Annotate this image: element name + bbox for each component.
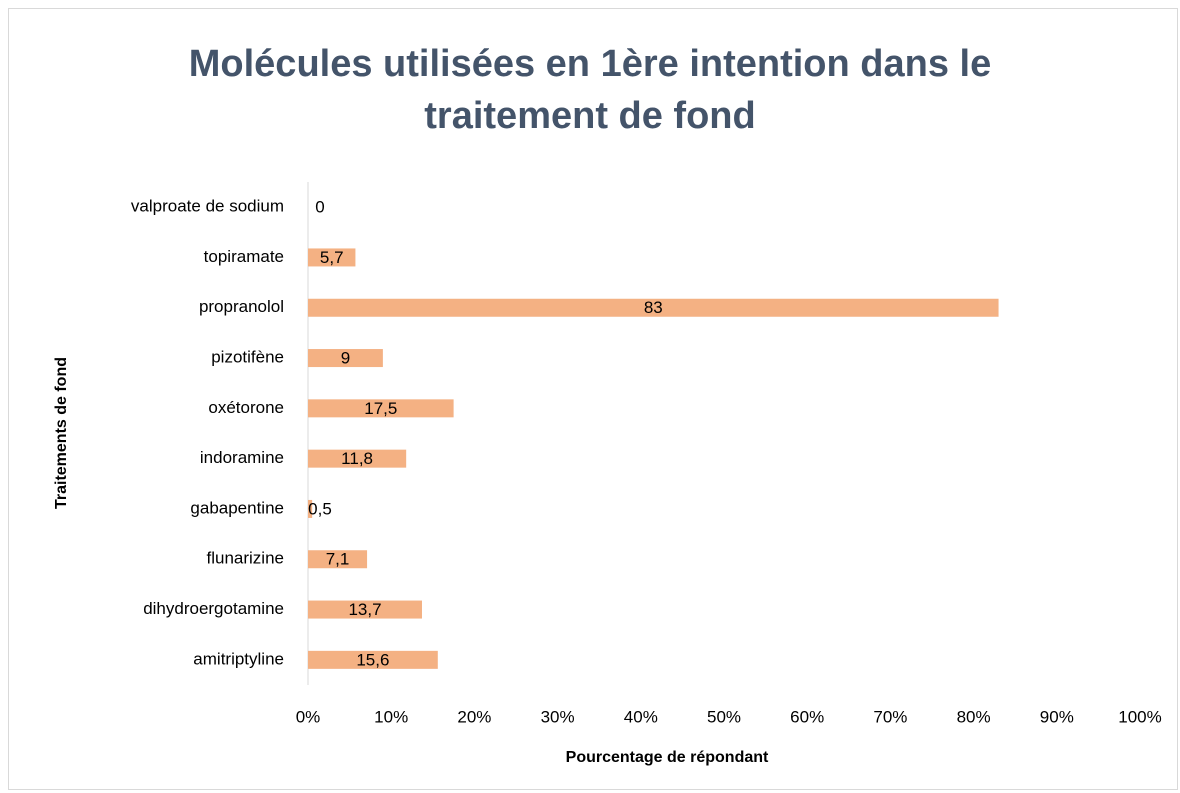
bar: [308, 449, 407, 468]
y-tick-label: indoramine: [200, 448, 284, 467]
bar: [308, 600, 422, 619]
value-label: 11,8: [341, 449, 373, 468]
y-tick-label: amitriptyline: [193, 649, 284, 668]
y-tick-label: pizotifène: [211, 348, 284, 367]
bar: [308, 550, 368, 569]
y-tick-label: oxétorone: [208, 398, 284, 417]
bar: [308, 399, 454, 418]
value-label: 15,6: [356, 650, 389, 669]
x-tick-label: 80%: [957, 707, 991, 726]
y-tick-label: topiramate: [204, 247, 284, 266]
value-label: 5,7: [320, 248, 344, 267]
x-tick-label: 90%: [1040, 707, 1074, 726]
x-tick-label: 0%: [296, 707, 321, 726]
x-tick-label: 40%: [624, 707, 658, 726]
bar: [308, 349, 383, 368]
bar: [308, 298, 999, 317]
x-tick-label: 10%: [374, 707, 408, 726]
bar: [308, 499, 313, 518]
y-tick-label: propranolol: [199, 297, 284, 316]
x-tick-label: 60%: [790, 707, 824, 726]
x-tick-label: 70%: [873, 707, 907, 726]
y-tick-label: flunarizine: [207, 549, 285, 568]
chart-title: Molécules utilisées en 1ère intention da…: [188, 43, 992, 137]
x-tick-label: 100%: [1118, 707, 1161, 726]
value-label: 7,1: [326, 550, 350, 569]
bar: [308, 650, 438, 669]
value-label: 13,7: [348, 600, 381, 619]
y-tick-label: valproate de sodium: [131, 197, 284, 216]
value-label: 17,5: [364, 399, 397, 418]
y-axis-title: Traitements de fond: [53, 357, 70, 509]
x-tick-label: 30%: [541, 707, 575, 726]
y-tick-label: gabapentine: [190, 498, 284, 517]
value-label: 9: [341, 349, 350, 368]
value-label: 0,5: [308, 499, 332, 518]
y-tick-label: dihydroergotamine: [143, 599, 284, 618]
value-label: 0: [315, 198, 324, 217]
value-label: 83: [644, 298, 663, 317]
chart-frame: [8, 8, 1178, 790]
x-axis-title: Pourcentage de répondant: [566, 749, 769, 766]
x-tick-label: 20%: [457, 707, 491, 726]
x-tick-label: 50%: [707, 707, 741, 726]
bar: [308, 248, 356, 267]
